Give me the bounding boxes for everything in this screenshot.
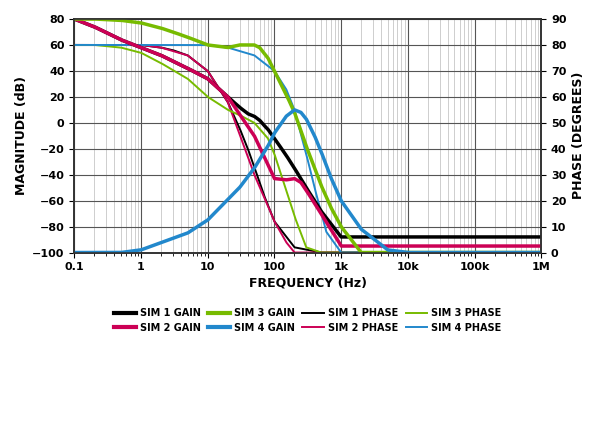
Y-axis label: PHASE (DEGREES): PHASE (DEGREES)	[572, 72, 585, 199]
Legend: SIM 1 GAIN, SIM 2 GAIN, SIM 3 GAIN, SIM 4 GAIN, SIM 1 PHASE, SIM 2 PHASE, SIM 3 : SIM 1 GAIN, SIM 2 GAIN, SIM 3 GAIN, SIM …	[110, 304, 505, 337]
X-axis label: FREQUENCY (Hz): FREQUENCY (Hz)	[249, 276, 367, 289]
Y-axis label: MAGNITUDE (dB): MAGNITUDE (dB)	[15, 76, 28, 195]
